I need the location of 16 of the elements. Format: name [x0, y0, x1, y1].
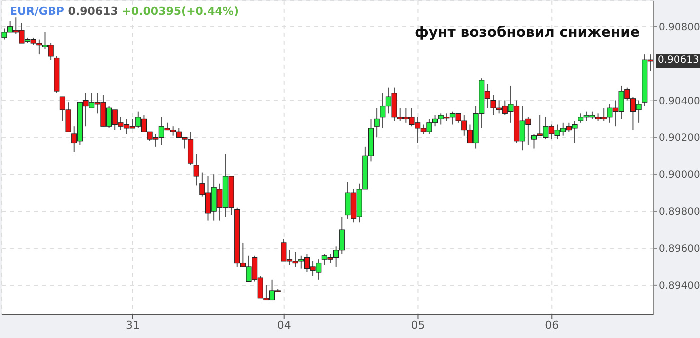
candlestick	[374, 108, 380, 138]
y-tick-label: 0.90800	[659, 22, 700, 34]
annotation: фунт возобновил снижение	[415, 25, 640, 41]
text: 0.90613	[656, 54, 700, 68]
y-tick-label: 0.89800	[659, 207, 700, 218]
y-tick-label: 0.90400	[659, 96, 700, 108]
x-tick-label: 06	[545, 318, 560, 332]
y-tick-label: 0.89600	[659, 244, 700, 256]
x-tick-label: 04	[277, 318, 292, 332]
y-tick-label: 0.89400	[659, 280, 700, 292]
candlestick	[194, 154, 200, 186]
chart-title: EUR/GBP 0.90613 +0.00395(+0.44%)	[10, 5, 239, 18]
y-tick-label: 0.90000	[659, 170, 700, 182]
x-tick-label: 31	[126, 318, 140, 332]
x-tick-label: 05	[411, 318, 426, 332]
y-tick-label: 0.90200	[659, 133, 700, 144]
